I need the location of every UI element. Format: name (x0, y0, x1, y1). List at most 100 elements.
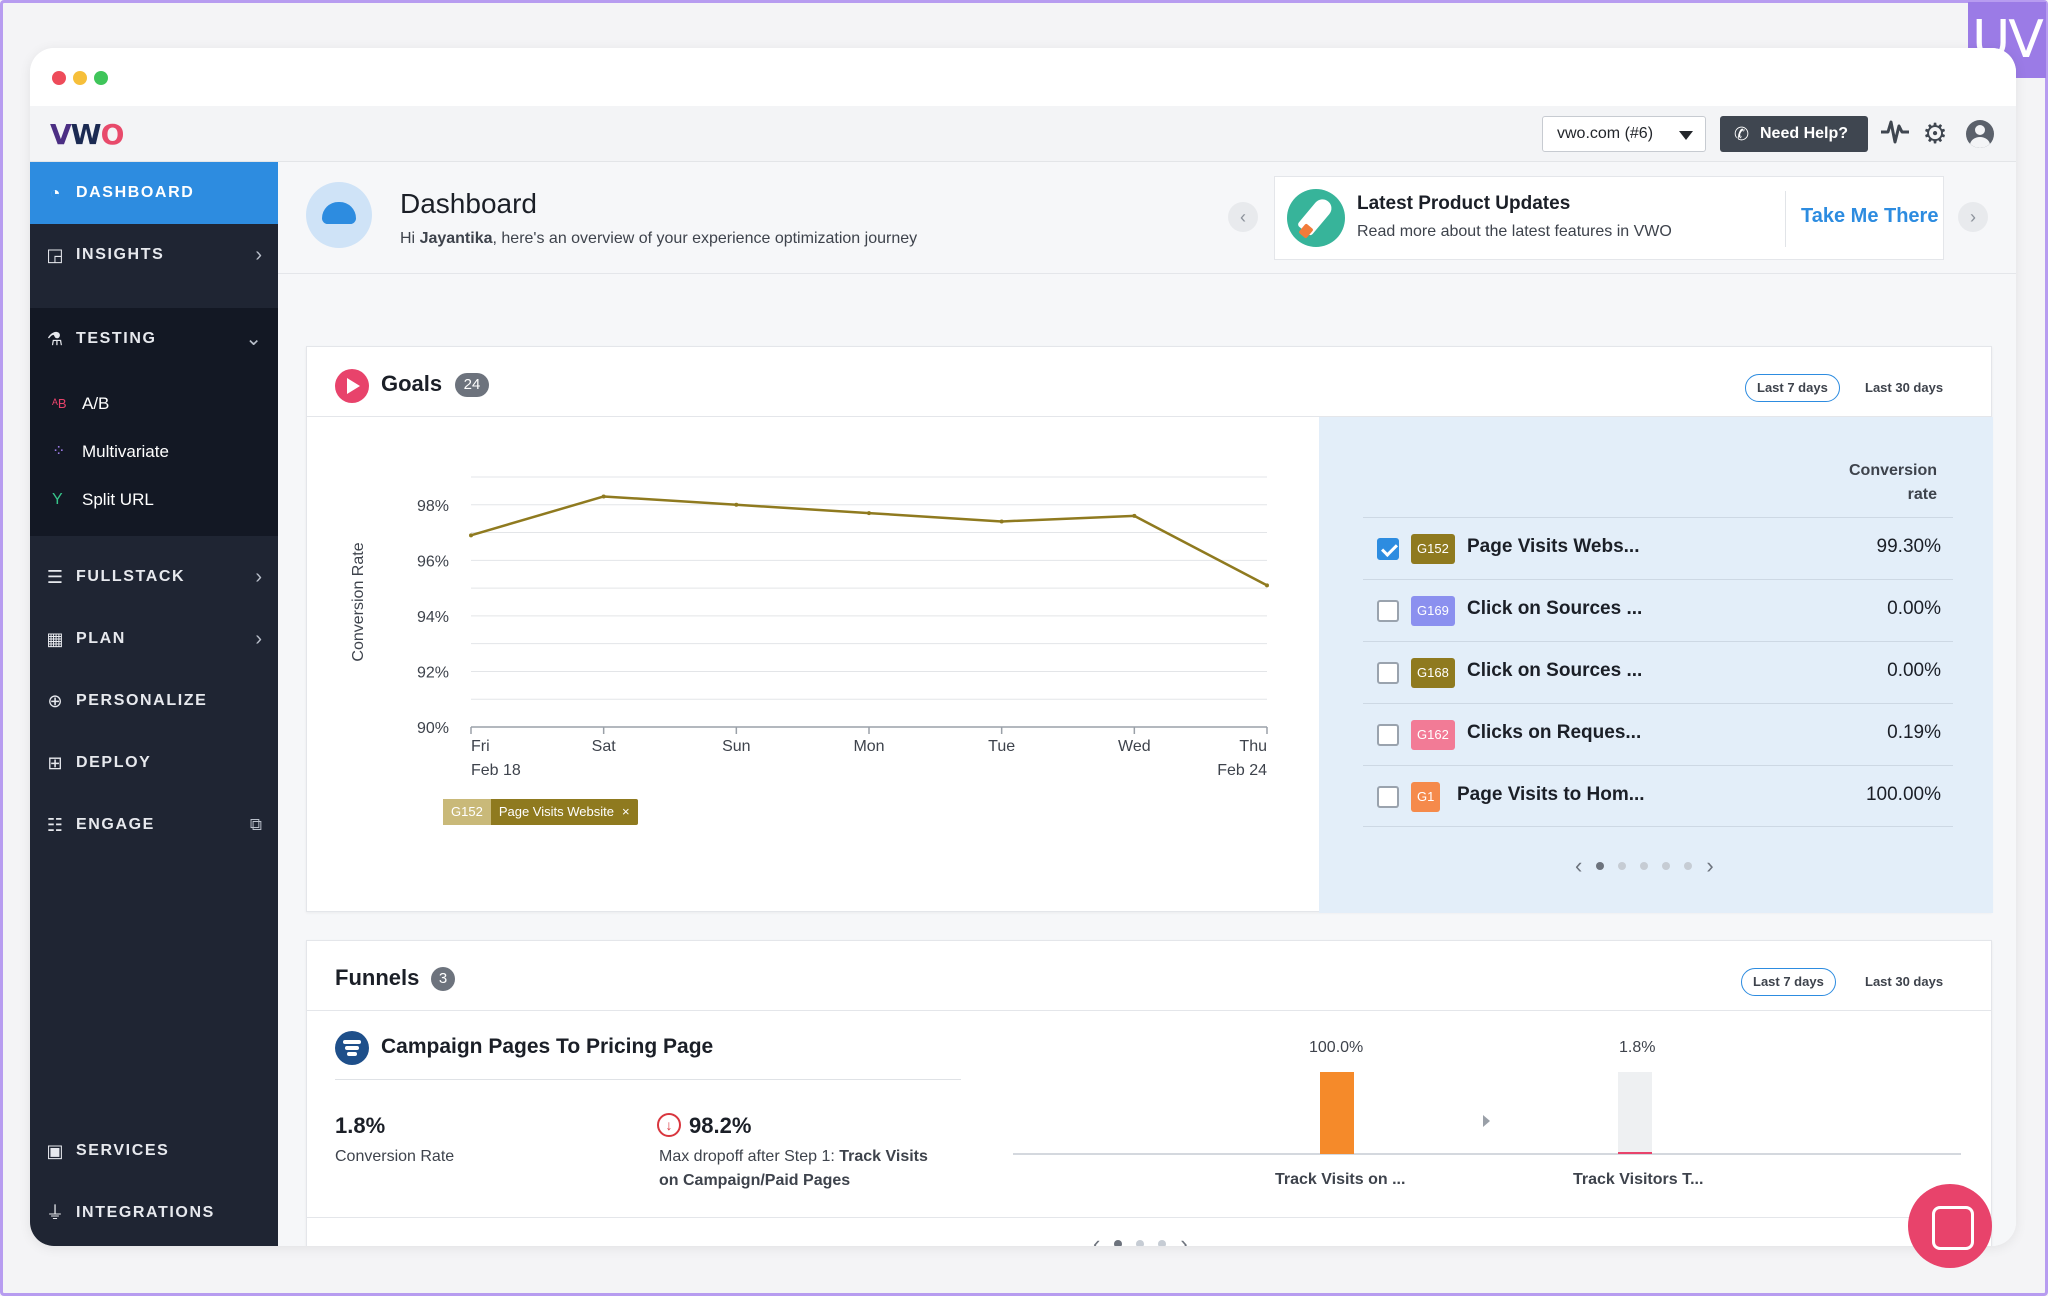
sidebar-item-label: TESTING (76, 330, 157, 347)
updates-next-button[interactable]: › (1958, 202, 1988, 232)
flask-icon: ⚗ (46, 329, 64, 349)
close-window-dot[interactable] (52, 71, 66, 85)
briefcase-icon: ▣ (46, 1141, 64, 1161)
sidebar-item-services[interactable]: ▣ SERVICES (30, 1120, 278, 1182)
layers-icon: ☰ (46, 567, 64, 587)
pager-dot[interactable] (1158, 1240, 1167, 1246)
pager-next-icon[interactable]: › (1706, 853, 1714, 878)
sidebar-item-insights[interactable]: ◲ INSIGHTS › (30, 224, 278, 286)
sidebar-item-label: SERVICES (76, 1142, 170, 1159)
pager-next-icon[interactable]: › (1180, 1231, 1188, 1246)
sidebar-item-deploy[interactable]: ⊞ DEPLOY (30, 732, 278, 794)
window-titlebar (30, 48, 2016, 106)
caret-down-icon (1679, 131, 1693, 140)
goal-id-badge: G162 (1411, 720, 1455, 750)
sidebar-item-fullstack[interactable]: ☰ FULLSTACK › (30, 546, 278, 608)
product-updates-card: Latest Product Updates Read more about t… (1274, 176, 1944, 260)
x-tick-label: Sun (722, 738, 750, 755)
y-axis-label: Conversion Rate (350, 542, 367, 661)
pager-dot[interactable] (1618, 862, 1627, 870)
goal-name: Clicks on Reques... (1467, 722, 1642, 743)
external-link-icon: ⧉ (249, 815, 262, 834)
goals-card: Goals 24 Last 7 days Last 30 days 90% 92%… (306, 346, 1993, 913)
need-help-button[interactable]: ✆ Need Help? (1720, 116, 1868, 152)
sidebar-subitem-label: Split URL (82, 490, 154, 509)
maximize-window-dot[interactable] (94, 71, 108, 85)
x-date-label-end: Feb 24 (1217, 762, 1267, 779)
user-avatar-icon[interactable] (1966, 120, 1994, 148)
sidebar-item-label: INSIGHTS (76, 246, 165, 263)
minimize-window-dot[interactable] (73, 71, 87, 85)
funnels-card-header: Funnels 3 Last 7 days Last 30 days (307, 941, 1991, 1011)
conversion-rate-header: Conversion rate (1849, 459, 1937, 507)
goals-count-badge: 24 (455, 373, 489, 397)
chevron-down-icon: ⌄ (245, 328, 262, 350)
goal-checkbox[interactable] (1377, 724, 1399, 746)
site-selector-dropdown[interactable]: vwo.com (#6) (1542, 116, 1706, 152)
gear-icon[interactable]: ⚙ (1922, 118, 1948, 149)
funnel-body: Campaign Pages To Pricing Page 1.8% Conv… (307, 1011, 1993, 1217)
pager-dot[interactable] (1684, 862, 1693, 870)
funnels-title: Funnels (335, 965, 420, 990)
funnels-footer-divider (307, 1217, 1991, 1218)
goal-checkbox[interactable] (1377, 662, 1399, 684)
funnel-conversion-label: Conversion Rate (335, 1148, 455, 1165)
pager-prev-icon[interactable]: ‹ (1093, 1231, 1101, 1246)
goals-card-header: Goals 24 Last 7 days Last 30 days (307, 347, 1991, 417)
funnel-name[interactable]: Campaign Pages To Pricing Page (381, 1035, 714, 1058)
funnel-step-bar (1320, 1072, 1354, 1154)
engage-icon: ☷ (46, 815, 64, 835)
goal-row[interactable]: G162 Clicks on Reques... 0.19% (1363, 703, 1953, 765)
pager-prev-icon[interactable]: ‹ (1575, 853, 1583, 878)
goal-checkbox[interactable] (1377, 538, 1399, 560)
sidebar-subitem-split-url[interactable]: Y Split URL (30, 476, 278, 524)
funnel-step-bar (1618, 1152, 1652, 1154)
goal-checkbox[interactable] (1377, 786, 1399, 808)
sidebar-item-testing[interactable]: ⚗ TESTING ⌄ (30, 308, 278, 370)
x-tick-label: Sat (592, 738, 617, 755)
activity-icon[interactable] (1878, 116, 1912, 152)
data-point (601, 494, 606, 499)
goal-row[interactable]: G169 Click on Sources ... 0.00% (1363, 579, 1953, 641)
goals-title: Goals (381, 371, 443, 396)
sidebar-item-engage[interactable]: ☷ ENGAGE ⧉ (30, 794, 278, 856)
pager-dot[interactable] (1662, 862, 1671, 870)
goal-row[interactable]: G168 Click on Sources ... 0.00% (1363, 641, 1953, 703)
sidebar-item-personalize[interactable]: ⊕ PERSONALIZE (30, 670, 278, 732)
pager-dot[interactable] (1596, 862, 1605, 870)
goal-checkbox[interactable] (1377, 600, 1399, 622)
goals-range-last-7-days[interactable]: Last 7 days (1745, 374, 1840, 402)
goals-range-last-30-days[interactable]: Last 30 days (1865, 380, 1944, 395)
y-tick-label: 94% (417, 609, 449, 626)
phone-icon: ✆ (1734, 124, 1750, 144)
deploy-icon: ⊞ (47, 753, 63, 773)
goal-name: Page Visits Webs... (1467, 536, 1640, 557)
take-me-there-link[interactable]: Take Me There (1801, 205, 1939, 227)
funnels-range-last-7-days[interactable]: Last 7 days (1741, 968, 1836, 996)
sidebar-item-integrations[interactable]: ⏚ INTEGRATIONS (30, 1182, 278, 1244)
sidebar-subitem-ab[interactable]: ᴬB A/B (30, 380, 278, 428)
goal-row[interactable]: G1 Page Visits to Hom... 100.00% (1363, 765, 1953, 827)
chat-icon[interactable] (1908, 1184, 1992, 1268)
close-icon[interactable]: × (621, 804, 630, 819)
pager-dot[interactable] (1136, 1240, 1145, 1246)
flag-icon (335, 369, 369, 403)
sidebar-item-dashboard[interactable]: ◔ DASHBOARD (30, 162, 278, 224)
updates-subtitle: Read more about the latest features in V… (1357, 223, 1672, 240)
vwo-logo[interactable]: VWO (50, 118, 124, 151)
pager-dot[interactable] (1640, 862, 1649, 870)
need-help-label: Need Help? (1760, 125, 1849, 142)
sidebar-item-label: ENGAGE (76, 816, 155, 833)
main-content: Dashboard Hi Jayantika, here's an overvi… (278, 162, 2016, 1246)
updates-prev-button[interactable]: ‹ (1228, 202, 1258, 232)
sidebar-item-label: PERSONALIZE (76, 692, 208, 709)
sidebar-item-plan[interactable]: ▦ PLAN › (30, 608, 278, 670)
funnels-range-last-30-days[interactable]: Last 30 days (1865, 974, 1944, 989)
sidebar-subitem-multivariate[interactable]: ⁘ Multivariate (30, 428, 278, 476)
pager-dot[interactable] (1114, 1240, 1123, 1246)
funnel-icon (335, 1031, 369, 1065)
goal-name: Click on Sources ... (1467, 598, 1643, 619)
user-name: Jayantika (419, 230, 493, 247)
selected-goal-chip[interactable]: G152 Page Visits Website × (443, 799, 638, 825)
goal-row[interactable]: G152 Page Visits Webs... 99.30% (1363, 517, 1953, 579)
